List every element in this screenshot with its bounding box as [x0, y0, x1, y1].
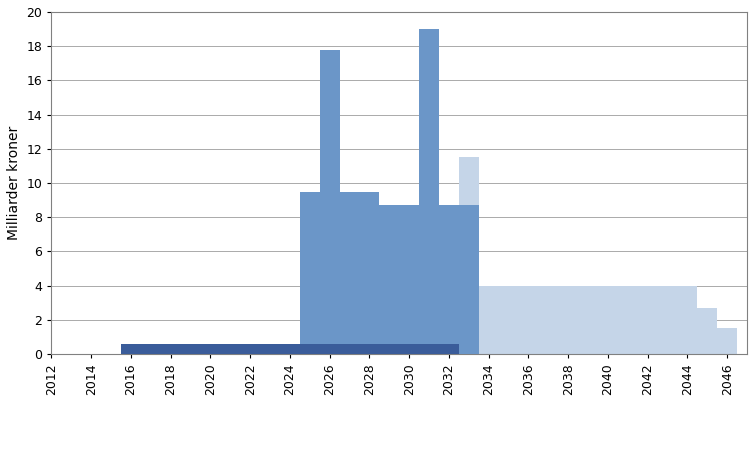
Y-axis label: Milliarder kroner: Milliarder kroner: [7, 126, 21, 240]
